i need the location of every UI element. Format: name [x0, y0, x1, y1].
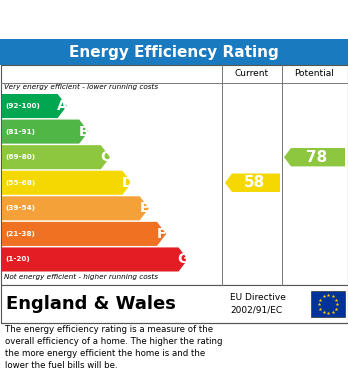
Polygon shape [225, 174, 280, 192]
Polygon shape [2, 145, 110, 169]
Text: C: C [100, 150, 111, 164]
Text: 78: 78 [306, 150, 327, 165]
Text: (55-68): (55-68) [5, 180, 35, 186]
Text: G: G [177, 253, 189, 266]
Text: (81-91): (81-91) [5, 129, 35, 135]
Text: The energy efficiency rating is a measure of the
overall efficiency of a home. T: The energy efficiency rating is a measur… [5, 325, 222, 370]
Text: (69-80): (69-80) [5, 154, 35, 160]
Text: (21-38): (21-38) [5, 231, 35, 237]
Text: E: E [140, 201, 149, 215]
Text: (39-54): (39-54) [5, 205, 35, 211]
Text: EU Directive: EU Directive [230, 294, 286, 303]
Bar [311, 291, 345, 317]
Text: 2002/91/EC: 2002/91/EC [230, 305, 282, 314]
Text: D: D [121, 176, 133, 190]
Text: 58: 58 [244, 175, 266, 190]
Text: (92-100): (92-100) [5, 103, 40, 109]
Polygon shape [2, 222, 166, 246]
Text: A: A [57, 99, 68, 113]
Text: B: B [79, 125, 89, 138]
Polygon shape [2, 171, 132, 195]
Polygon shape [2, 196, 149, 221]
Polygon shape [2, 248, 188, 271]
Polygon shape [284, 148, 345, 167]
Text: F: F [157, 227, 166, 241]
Text: Not energy efficient - higher running costs: Not energy efficient - higher running co… [4, 274, 158, 280]
Text: England & Wales: England & Wales [6, 295, 176, 313]
Bar [0, 285, 348, 323]
Bar [0, 65, 348, 285]
Bar [0, 39, 348, 65]
Polygon shape [2, 120, 88, 143]
Text: Potential: Potential [294, 70, 334, 79]
Text: (1-20): (1-20) [5, 256, 30, 262]
Polygon shape [2, 94, 67, 118]
Text: Very energy efficient - lower running costs: Very energy efficient - lower running co… [4, 84, 158, 90]
Text: Energy Efficiency Rating: Energy Efficiency Rating [69, 45, 279, 59]
Text: Current: Current [235, 70, 269, 79]
